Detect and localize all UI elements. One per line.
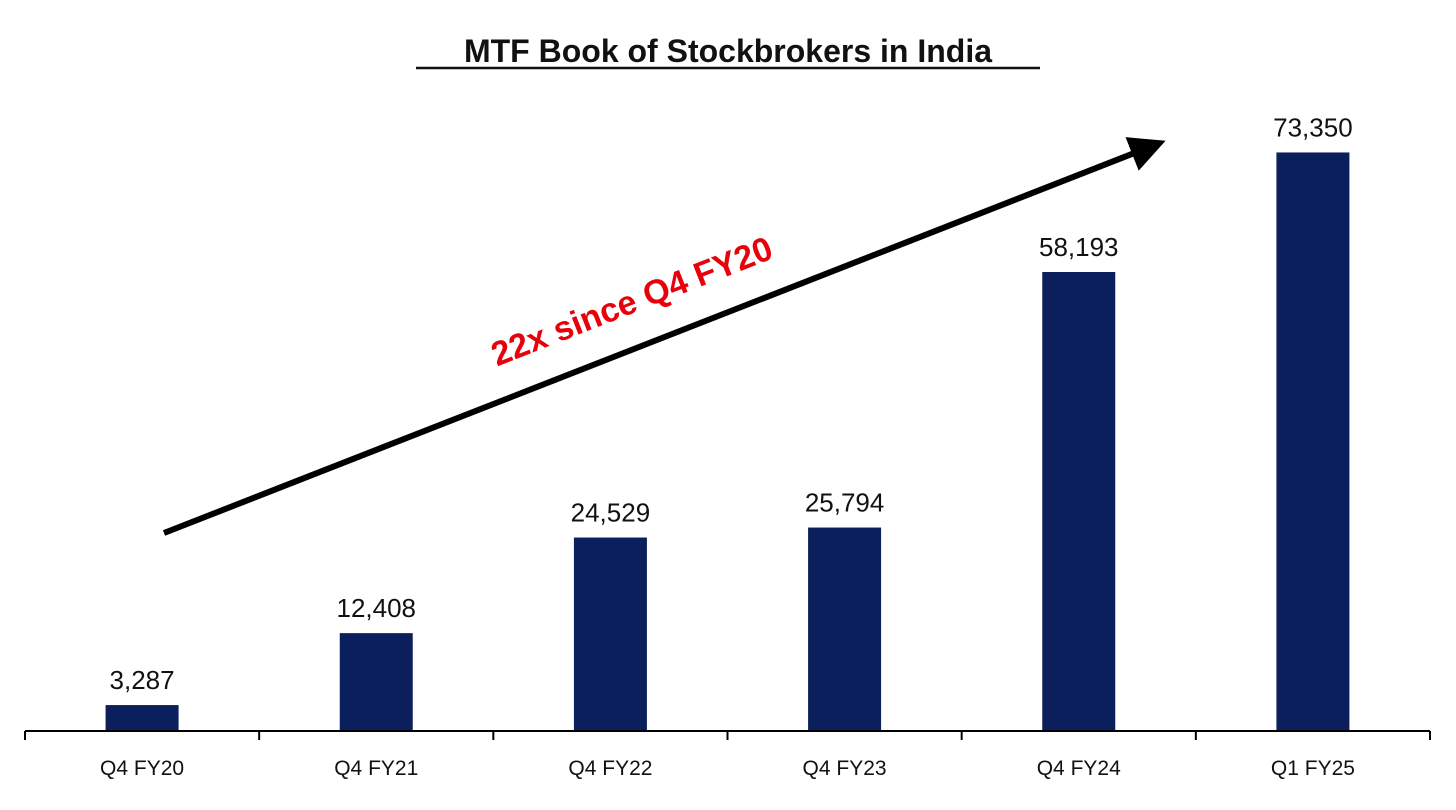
tick-label-q4-fy20: Q4 FY20 — [100, 757, 184, 780]
tick-label-q1-fy25: Q1 FY25 — [1271, 757, 1355, 780]
tick-label-q4-fy24: Q4 FY24 — [1037, 757, 1121, 780]
data-label-q4-fy22: 24,529 — [571, 498, 651, 528]
tick-label-q4-fy21: Q4 FY21 — [334, 757, 418, 780]
bar-q4-fy20 — [105, 705, 179, 731]
tick-labels-group: Q4 FY20 Q4 FY21 Q4 FY22 Q4 FY23 Q4 FY24 … — [100, 757, 1355, 780]
bar-q4-fy23 — [808, 527, 882, 731]
data-label-q1-fy25: 73,350 — [1273, 112, 1353, 142]
chart-title: MTF Book of Stockbrokers in India — [464, 33, 992, 69]
bars-group — [105, 152, 1350, 731]
data-label-q4-fy20: 3,287 — [110, 665, 175, 695]
bar-q4-fy24 — [1042, 272, 1116, 731]
bar-q4-fy22 — [573, 537, 647, 731]
data-label-q4-fy21: 12,408 — [336, 593, 416, 623]
tick-label-q4-fy23: Q4 FY23 — [803, 757, 887, 780]
tick-label-q4-fy22: Q4 FY22 — [568, 757, 652, 780]
data-labels-group: 3,287 12,408 24,529 25,794 58,193 73,350 — [110, 112, 1353, 695]
data-label-q4-fy23: 25,794 — [805, 488, 885, 518]
bar-q4-fy21 — [339, 633, 413, 731]
data-label-q4-fy24: 58,193 — [1039, 232, 1119, 262]
growth-arrow — [162, 137, 1166, 536]
tick-marks-group — [24, 731, 1431, 740]
bar-q1-fy25 — [1276, 152, 1350, 731]
